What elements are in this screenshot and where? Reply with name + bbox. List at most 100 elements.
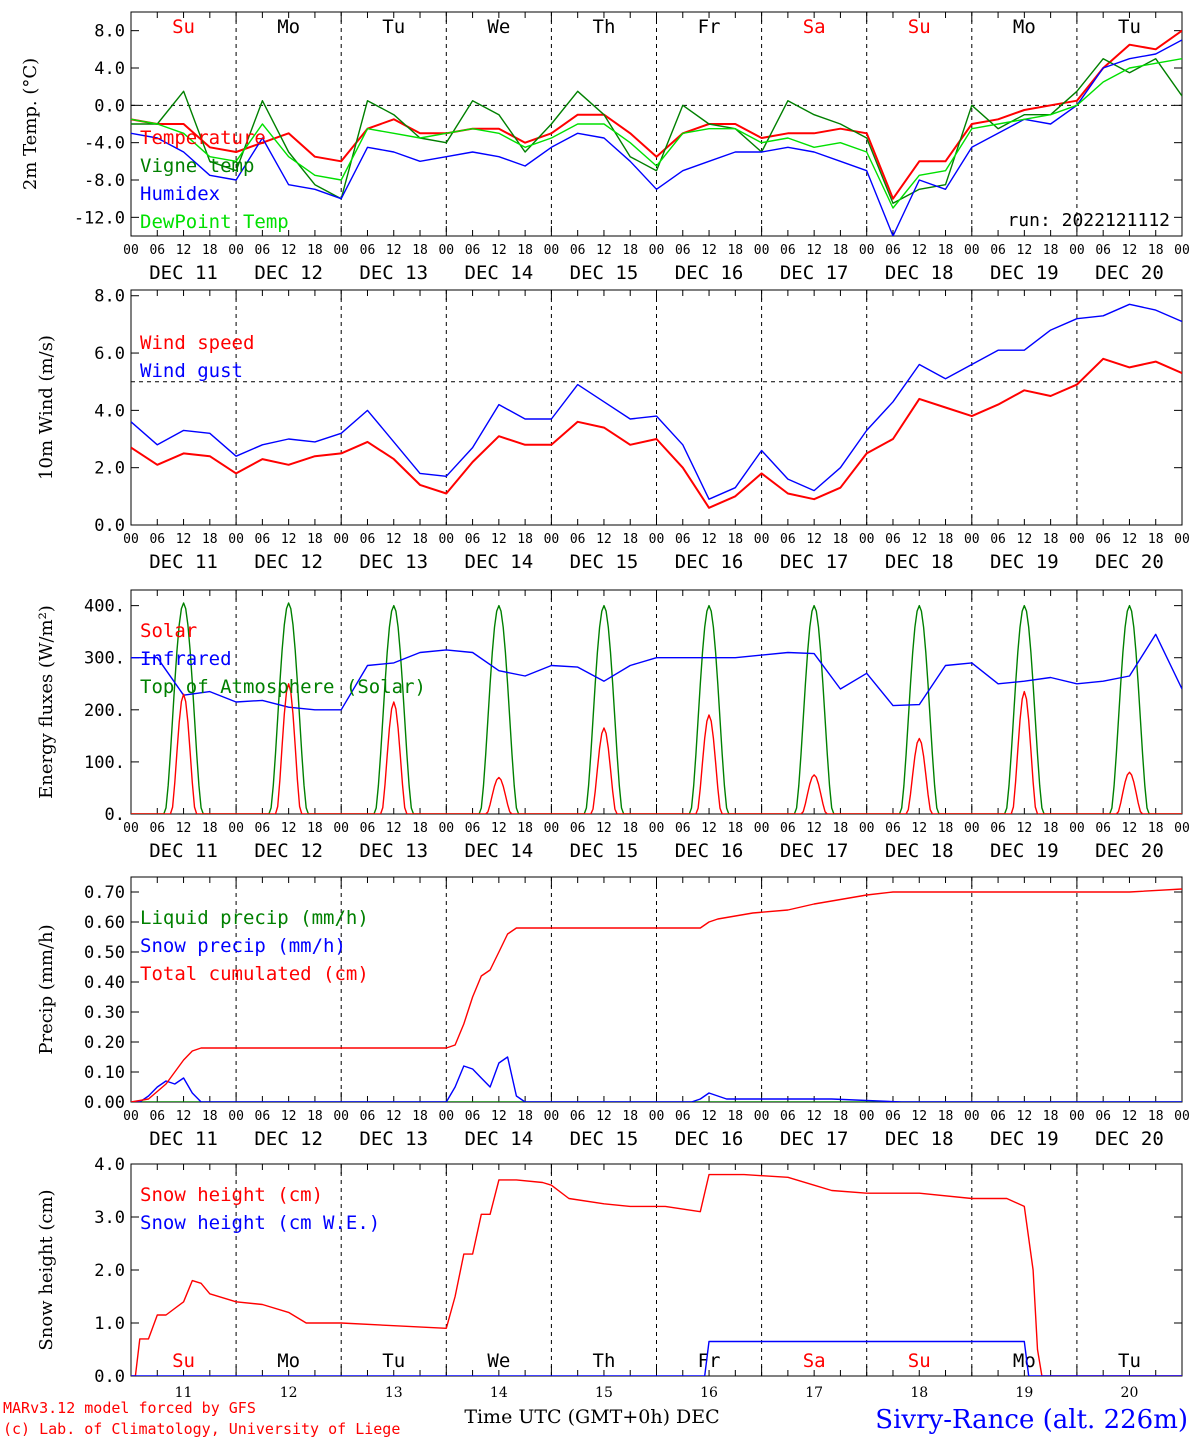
y-axis-label: 10m Wind (m/s) xyxy=(36,335,57,480)
date-label: DEC 12 xyxy=(254,262,323,284)
hour-tick-label: 06 xyxy=(675,1109,691,1124)
hour-tick-label: 00 xyxy=(964,243,980,258)
hour-tick-label: 18 xyxy=(307,821,323,836)
hour-tick-label: 12 xyxy=(806,532,822,547)
date-label: DEC 18 xyxy=(885,551,954,573)
hour-tick-label: 00 xyxy=(649,821,665,836)
hour-tick-label: 00 xyxy=(228,1109,244,1124)
hour-tick-label: 18 xyxy=(1148,243,1164,258)
hour-tick-label: 12 xyxy=(806,821,822,836)
hour-tick-label: 12 xyxy=(596,243,612,258)
hour-tick-label: 06 xyxy=(255,532,271,547)
date-label: DEC 17 xyxy=(780,1128,849,1150)
hour-tick-label: 06 xyxy=(885,243,901,258)
day-number: 17 xyxy=(805,1385,823,1401)
hour-tick-label: 06 xyxy=(255,821,271,836)
hour-tick-label: 00 xyxy=(1069,532,1085,547)
hour-tick-label: 00 xyxy=(859,821,875,836)
hour-tick-label: 06 xyxy=(780,243,796,258)
hour-tick-label: 12 xyxy=(1017,532,1033,547)
hour-tick-label: 18 xyxy=(1148,532,1164,547)
date-label: DEC 18 xyxy=(885,262,954,284)
hour-tick-label: 06 xyxy=(360,243,376,258)
y-tick-label: 0.50 xyxy=(84,943,125,963)
hour-tick-label: 18 xyxy=(412,1109,428,1124)
hour-tick-label: 12 xyxy=(281,243,297,258)
hour-tick-label: 00 xyxy=(964,821,980,836)
hour-tick-label: 06 xyxy=(360,821,376,836)
date-label: DEC 14 xyxy=(465,840,534,862)
hour-tick-label: 18 xyxy=(517,532,533,547)
hour-tick-label: 06 xyxy=(255,1109,271,1124)
hour-tick-label: 06 xyxy=(675,243,691,258)
hour-tick-label: 06 xyxy=(570,821,586,836)
credit-model: MARv3.12 model forced by GFS xyxy=(3,1399,256,1417)
date-label: DEC 15 xyxy=(570,262,639,284)
date-label: DEC 13 xyxy=(359,1128,428,1150)
hour-tick-label: 18 xyxy=(833,532,849,547)
panel-3: 400. 300. 200. 100. 0. Energy fluxes (W/m²) 00… xyxy=(36,589,1190,862)
hour-tick-label: 18 xyxy=(307,1109,323,1124)
hour-tick-label: 00 xyxy=(333,821,349,836)
weekday-label: Tu xyxy=(382,16,405,38)
hour-tick-label: 00 xyxy=(859,243,875,258)
y-tick-label: 0.20 xyxy=(84,1033,125,1053)
hour-tick-label: 00 xyxy=(859,532,875,547)
hour-tick-label: 18 xyxy=(1148,1109,1164,1124)
series-line xyxy=(131,29,1182,200)
hour-tick-label: 12 xyxy=(1017,821,1033,836)
hour-tick-label: 00 xyxy=(649,1109,665,1124)
hour-tick-label: 12 xyxy=(491,532,507,547)
y-tick-label: -12.0 xyxy=(74,208,125,228)
hour-tick-label: 18 xyxy=(412,243,428,258)
hour-tick-label: 18 xyxy=(727,1109,743,1124)
hour-tick-label: 06 xyxy=(1095,532,1111,547)
hour-tick-label: 12 xyxy=(386,243,402,258)
weekday-label: Sa xyxy=(803,16,826,38)
hour-tick-label: 00 xyxy=(754,1109,770,1124)
hour-tick-label: 18 xyxy=(622,821,638,836)
station-name: Sivry-Rance (alt. 226m) xyxy=(875,1405,1188,1435)
series-line xyxy=(131,39,1182,236)
hour-tick-label: 00 xyxy=(438,1109,454,1124)
hour-tick-label: 12 xyxy=(911,243,927,258)
hour-tick-label: 00 xyxy=(438,821,454,836)
date-label: DEC 15 xyxy=(570,551,639,573)
weekday-label: Mo xyxy=(277,16,300,38)
hour-tick-label: 00 xyxy=(1069,243,1085,258)
panel-4: 0.70 0.60 0.50 0.40 0.30 0.20 0.10 0.00 Precip (… xyxy=(36,876,1190,1150)
y-tick-label: 0.00 xyxy=(84,1093,125,1113)
y-tick-label: 0.30 xyxy=(84,1003,125,1023)
y-tick-label: -8.0 xyxy=(84,171,125,191)
hour-tick-label: 00 xyxy=(1174,243,1190,258)
hour-tick-label: 12 xyxy=(1017,1109,1033,1124)
hour-tick-label: 18 xyxy=(1043,821,1059,836)
y-axis-label: Energy fluxes (W/m²) xyxy=(36,605,57,799)
hour-tick-label: 06 xyxy=(780,1109,796,1124)
weekday-label: Fr xyxy=(698,1350,721,1372)
hour-tick-label: 18 xyxy=(517,821,533,836)
hour-tick-label: 06 xyxy=(465,243,481,258)
date-label: DEC 11 xyxy=(149,551,218,573)
series-line xyxy=(131,888,1182,1102)
series-line xyxy=(131,602,1182,814)
date-label: DEC 14 xyxy=(465,1128,534,1150)
series-line xyxy=(131,303,1182,500)
day-number: 14 xyxy=(490,1385,508,1401)
series-line xyxy=(131,357,1182,509)
weekday-label: Su xyxy=(172,1350,195,1372)
legend-entry: Vigne temp xyxy=(140,155,254,177)
y-tick-label: 300. xyxy=(84,649,125,669)
hour-tick-label: 00 xyxy=(964,532,980,547)
y-tick-label: 0.0 xyxy=(94,1367,125,1387)
series-line xyxy=(131,633,1182,711)
hour-tick-label: 00 xyxy=(649,243,665,258)
date-label: DEC 19 xyxy=(990,262,1059,284)
hour-tick-label: 00 xyxy=(544,243,560,258)
hour-tick-label: 00 xyxy=(754,532,770,547)
y-tick-label: 2.0 xyxy=(94,1261,125,1281)
hour-tick-label: 06 xyxy=(570,243,586,258)
series-line xyxy=(131,1056,1182,1102)
date-label: DEC 13 xyxy=(359,551,428,573)
date-label: DEC 18 xyxy=(885,840,954,862)
